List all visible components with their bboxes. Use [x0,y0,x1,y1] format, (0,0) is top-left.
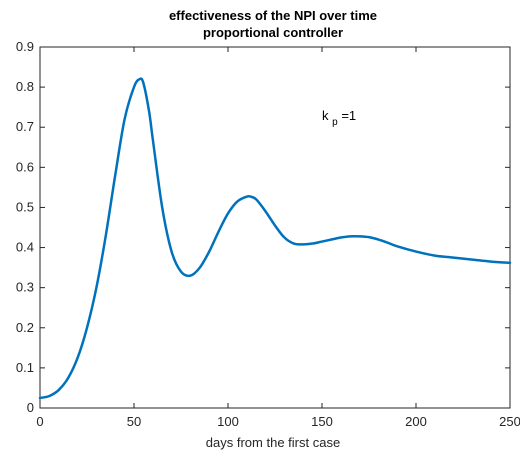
y-tick-label: 0.6 [16,159,34,174]
x-tick-label: 150 [311,414,333,429]
y-tick-label: 0.8 [16,79,34,94]
y-tick-label: 0.7 [16,119,34,134]
kp-annotation-value: =1 [341,108,356,123]
x-tick-label: 0 [36,414,43,429]
y-tick-label: 0.5 [16,199,34,214]
axes-box [39,46,511,409]
y-tick-label: 0.3 [16,280,34,295]
series-line [38,77,512,400]
plot-area: 0 0.1 0.2 0.3 0.4 0.5 0.6 0.7 0.8 0.9 0 50 100 150 20… [16,39,520,429]
x-axis: 0 50 100 150 200 250 [36,47,520,429]
y-tick-label: 0.2 [16,320,34,335]
y-tick-label: 0.9 [16,39,34,54]
x-tick-label: 250 [499,414,520,429]
kp-annotation-base: k [322,108,329,123]
y-tick-label: 0 [27,400,34,415]
chart-title-line-1: effectiveness of the NPI over time [169,8,377,23]
x-axis-title: days from the first case [206,435,340,450]
kp-annotation-subscript: p [332,117,338,128]
y-tick-label: 0.1 [16,360,34,375]
x-tick-label: 200 [405,414,427,429]
chart-title-line-2: proportional controller [203,25,343,40]
kp-annotation: k p =1 [322,108,356,128]
y-axis: 0 0.1 0.2 0.3 0.4 0.5 0.6 0.7 0.8 0.9 [16,39,510,415]
x-tick-label: 50 [127,414,141,429]
x-tick-label: 100 [217,414,239,429]
y-tick-label: 0.4 [16,240,34,255]
